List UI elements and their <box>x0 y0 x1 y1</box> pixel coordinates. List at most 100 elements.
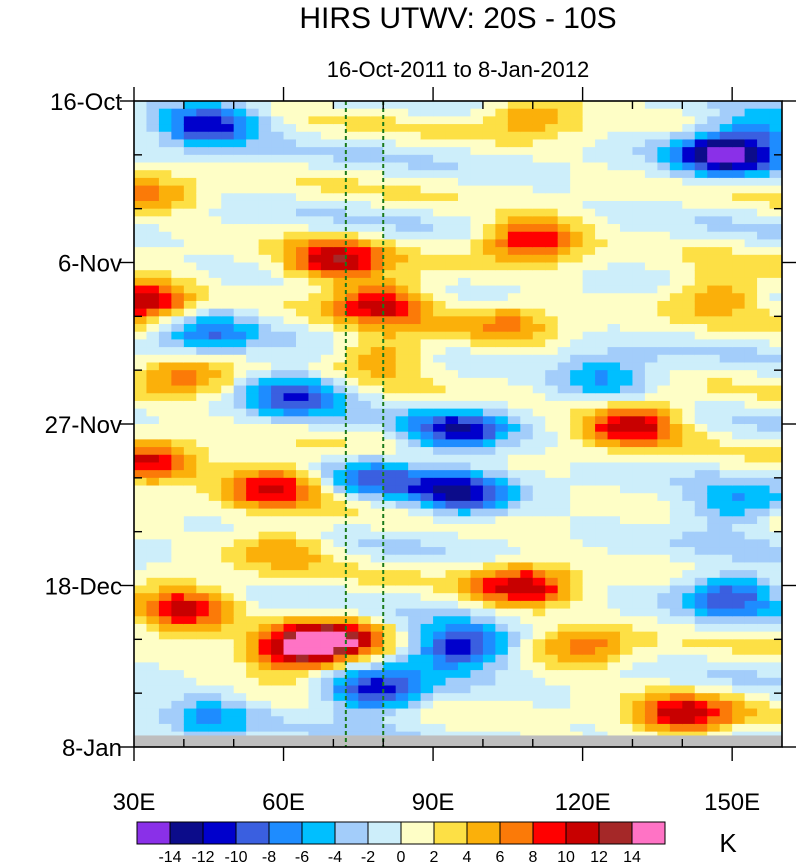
heatmap-cell <box>383 400 397 410</box>
heatmap-cell <box>532 254 546 264</box>
heatmap-cell <box>657 508 671 517</box>
heatmap-cell <box>171 416 185 425</box>
heatmap-cell <box>420 239 434 248</box>
heatmap-cell <box>358 331 372 340</box>
heatmap-cell <box>458 162 472 171</box>
heatmap-cell <box>482 631 496 640</box>
heatmap-cell <box>171 177 185 187</box>
heatmap-cell <box>370 377 384 387</box>
heatmap-cell <box>595 147 609 156</box>
heatmap-cell <box>383 162 397 171</box>
heatmap-cell <box>732 170 746 179</box>
heatmap-cell <box>458 262 472 271</box>
heatmap-cell <box>146 193 160 202</box>
heatmap-cell <box>395 585 409 594</box>
heatmap-cell <box>595 208 609 217</box>
heatmap-cell <box>769 647 782 656</box>
heatmap-cell <box>582 393 596 402</box>
heatmap-cell <box>582 562 596 571</box>
heatmap-cell <box>458 354 472 364</box>
heatmap-cell <box>283 108 297 117</box>
heatmap-cell <box>408 285 422 294</box>
heatmap-cell <box>570 447 584 456</box>
heatmap-cell <box>258 400 272 410</box>
heatmap-cell <box>707 124 721 133</box>
heatmap-cell <box>395 293 409 302</box>
heatmap-cell <box>669 285 683 294</box>
heatmap-cell <box>433 116 447 125</box>
heatmap-cell <box>757 185 771 194</box>
heatmap-cell <box>283 523 297 533</box>
heatmap-cell <box>383 647 397 656</box>
heatmap-cell <box>320 108 334 117</box>
heatmap-cell <box>557 139 571 148</box>
heatmap-cell <box>408 431 422 440</box>
heatmap-cell <box>308 231 322 241</box>
heatmap-cell <box>669 600 683 610</box>
heatmap-cell <box>420 416 434 425</box>
heatmap-cell <box>395 554 409 564</box>
heatmap-cell <box>283 147 297 156</box>
heatmap-cell <box>682 224 696 233</box>
heatmap-cell <box>769 285 782 294</box>
heatmap-cell <box>532 500 546 510</box>
heatmap-cell <box>258 347 272 356</box>
heatmap-cell <box>769 523 782 533</box>
heatmap-cell <box>570 731 584 737</box>
heatmap-cell <box>769 193 782 202</box>
heatmap-cell <box>732 593 746 602</box>
heatmap-cell <box>221 685 235 694</box>
heatmap-cell <box>694 108 708 117</box>
y-tick-label: 16-Oct <box>50 89 122 116</box>
heatmap-cell <box>296 385 310 394</box>
heatmap-cell <box>383 623 397 633</box>
heatmap-cell <box>134 685 148 694</box>
heatmap-cell <box>682 300 696 310</box>
heatmap-cell <box>507 716 521 725</box>
heatmap-cell <box>620 408 634 417</box>
heatmap-cell <box>682 539 696 548</box>
heatmap-cell <box>271 577 285 587</box>
heatmap-cell <box>595 677 609 687</box>
heatmap-cell <box>545 700 559 710</box>
heatmap-cell <box>208 124 222 133</box>
heatmap-cell <box>283 154 297 164</box>
heatmap-cell <box>694 277 708 287</box>
heatmap-cell <box>669 639 683 648</box>
heatmap-cell <box>358 693 372 702</box>
heatmap-cell <box>221 370 235 379</box>
heatmap-cell <box>134 600 148 610</box>
heatmap-cell <box>682 400 696 410</box>
heatmap-cell <box>669 424 683 433</box>
heatmap-cell <box>657 416 671 425</box>
heatmap-cell <box>744 185 758 194</box>
heatmap-cell <box>258 623 272 633</box>
heatmap-cell <box>607 477 621 487</box>
heatmap-cell <box>694 523 708 533</box>
heatmap-cell <box>620 424 634 433</box>
heatmap-cell <box>370 408 384 417</box>
heatmap-cell <box>557 616 571 625</box>
heatmap-cell <box>233 477 247 487</box>
heatmap-cell <box>669 308 683 317</box>
heatmap-cell <box>495 431 509 440</box>
heatmap-cell <box>445 308 459 317</box>
heatmap-cell <box>507 393 521 402</box>
heatmap-cell <box>744 331 758 340</box>
heatmap-cell <box>158 593 172 602</box>
heatmap-cell <box>620 470 634 479</box>
heatmap-cell <box>570 247 584 256</box>
heatmap-cell <box>146 562 160 571</box>
heatmap-cell <box>470 716 484 725</box>
heatmap-cell <box>308 462 322 471</box>
heatmap-cell <box>707 677 721 687</box>
heatmap-cell <box>183 454 197 464</box>
heatmap-cell <box>383 554 397 564</box>
colorbar-swatch <box>433 821 468 845</box>
heatmap-cell <box>644 424 658 433</box>
heatmap-cell <box>644 324 658 333</box>
heatmap-cell <box>408 439 422 448</box>
heatmap-cell <box>520 170 534 179</box>
heatmap-cell <box>458 470 472 479</box>
colorbar-swatch <box>499 821 534 845</box>
